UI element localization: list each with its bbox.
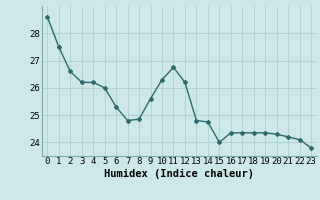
- X-axis label: Humidex (Indice chaleur): Humidex (Indice chaleur): [104, 169, 254, 179]
